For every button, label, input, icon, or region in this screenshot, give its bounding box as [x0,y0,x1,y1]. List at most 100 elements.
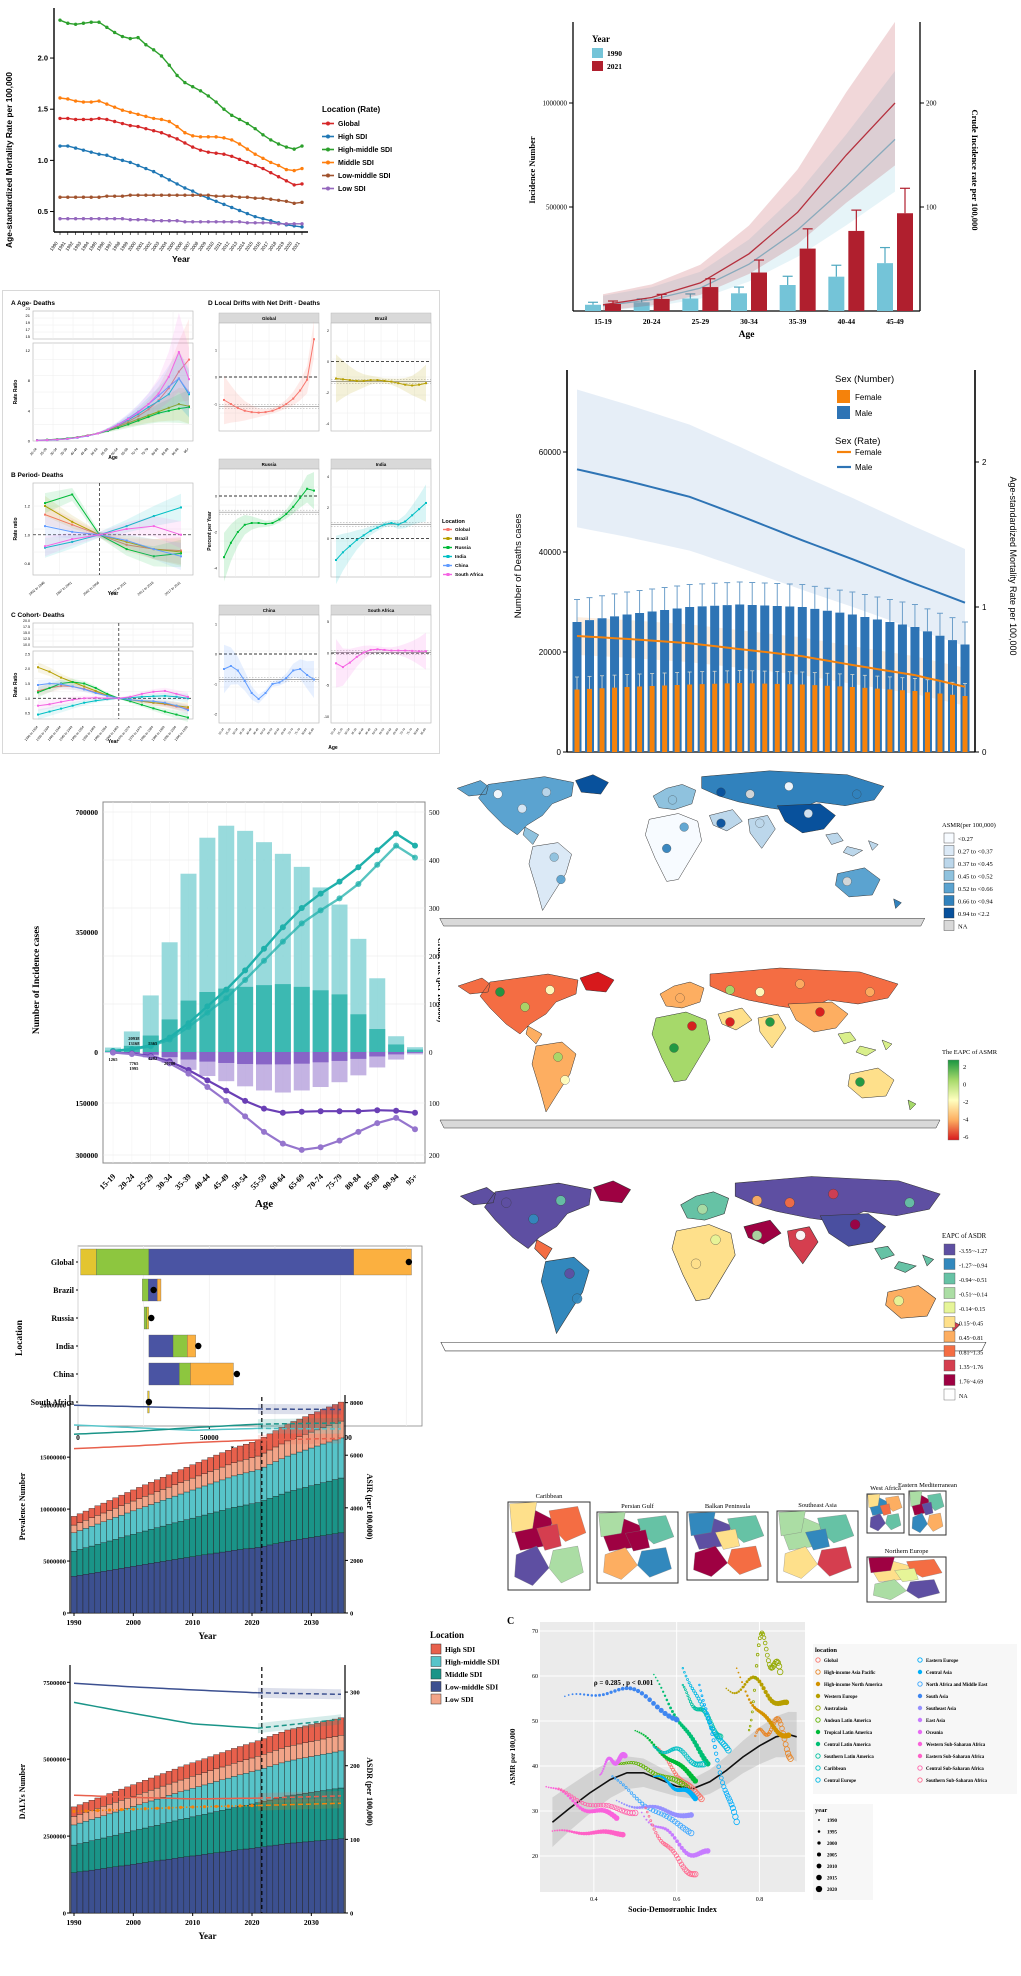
svg-text:1992 to 1996: 1992 to 1996 [28,581,46,597]
svg-text:60-64: 60-64 [268,1172,288,1192]
svg-text:2020: 2020 [245,1618,260,1627]
svg-text:Age: Age [108,455,118,461]
svg-text:Rate Ratio: Rate Ratio [13,380,19,405]
svg-text:Year: Year [172,254,191,264]
svg-text:15000000: 15000000 [40,1455,66,1462]
svg-text:Number of Incidence cases: Number of Incidence cases [32,926,42,1035]
svg-text:0.5: 0.5 [25,712,30,716]
svg-text:South Africa: South Africa [368,608,395,613]
svg-text:8000: 8000 [350,1400,363,1407]
svg-text:Crude Incidence rate per 100,0: Crude Incidence rate per 100,000 [970,110,980,231]
svg-text:2010: 2010 [205,240,215,252]
svg-text:60-64: 60-64 [273,727,281,736]
svg-text:Southeast Asia: Southeast Asia [798,1502,837,1509]
svg-text:1990: 1990 [827,1819,838,1824]
svg-text:Global: Global [824,1659,839,1664]
svg-text:95+: 95+ [183,447,190,454]
svg-text:Female: Female [855,448,882,457]
svg-text:Global: Global [455,527,470,533]
svg-text:12: 12 [26,348,31,353]
svg-text:China: China [263,608,276,613]
svg-text:-10: -10 [324,715,329,719]
svg-text:13168: 13168 [128,1041,140,1046]
svg-text:Australasia: Australasia [824,1707,848,1712]
incidence-pyramid-chart: 700000 350000 0 150000 300000 500 400 300 200 100… [25,770,445,1232]
svg-text:B Period- Deaths: B Period- Deaths [11,472,64,479]
svg-text:Northern Europe: Northern Europe [885,1548,929,1555]
svg-text:Russia: Russia [51,1314,74,1323]
svg-text:40-44: 40-44 [70,447,79,456]
svg-text:50-54: 50-54 [230,1172,250,1192]
svg-text:350000: 350000 [76,928,99,937]
prevalence-projection-chart: 0 5000000 10000000 15000000 20000000 0 2000 400… [15,1385,430,1655]
svg-text:30-34: 30-34 [740,317,758,326]
svg-text:1.76~4.69: 1.76~4.69 [959,1380,983,1386]
svg-text:Low SDI: Low SDI [445,1695,474,1704]
svg-text:India: India [376,462,387,467]
svg-text:90-94: 90-94 [171,447,180,456]
svg-text:45-49: 45-49 [364,727,372,736]
svg-text:80-84: 80-84 [413,727,421,736]
svg-text:300: 300 [429,905,440,913]
svg-text:21: 21 [26,313,31,318]
svg-text:Year: Year [592,34,610,44]
svg-text:0.52 to <0.66: 0.52 to <0.66 [958,886,993,893]
p-map2-svg: The EAPC of ASMR 2 0 -2 -4 -6 [439,967,998,1141]
svg-text:-0.94~-0.51: -0.94~-0.51 [959,1278,987,1284]
svg-text:High SDI: High SDI [338,134,367,141]
dalys-projection-chart: 0 2500000 5000000 7500000 0 100 200 300 DALYs Nu… [15,1655,430,1955]
svg-text:0: 0 [76,1433,80,1442]
svg-text:30-34: 30-34 [154,1172,174,1192]
svg-text:2500000: 2500000 [43,1834,66,1841]
svg-text:4: 4 [28,408,31,413]
svg-text:Sex (Rate): Sex (Rate) [835,436,880,447]
svg-text:Year: Year [199,1631,217,1641]
svg-text:-4: -4 [214,567,217,571]
svg-text:Year: Year [108,591,119,597]
svg-text:0: 0 [963,1082,966,1089]
svg-text:Age-standardized Mortality Rat: Age-standardized Mortality Rate per 100,… [4,72,14,248]
svg-text:ASMR(per 100,000): ASMR(per 100,000) [942,822,996,829]
svg-text:100: 100 [350,1837,360,1844]
svg-text:India: India [455,554,467,560]
svg-text:2030: 2030 [304,1918,319,1927]
svg-text:10000000: 10000000 [40,1507,66,1514]
svg-text:25-29: 25-29 [224,727,232,736]
sdi-location-legend: Location High SDI High-middle SDI Middle SD… [428,1628,513,1708]
svg-text:45-49: 45-49 [252,727,260,736]
svg-text:Persian Gulf: Persian Gulf [621,1503,655,1510]
svg-text:2006: 2006 [174,240,184,252]
svg-text:-0.14~0.15: -0.14~0.15 [959,1307,985,1313]
svg-text:Incidence Number: Incidence Number [527,136,537,204]
svg-text:0.66 to <0.94: 0.66 to <0.94 [958,899,993,906]
svg-text:2009: 2009 [197,240,207,252]
svg-text:23: 23 [26,306,31,311]
svg-text:65-69: 65-69 [280,727,288,736]
svg-text:65-69: 65-69 [287,1172,307,1192]
svg-text:2.0: 2.0 [38,54,48,63]
svg-text:5000000: 5000000 [43,1559,66,1566]
svg-text:Low-middle SDI: Low-middle SDI [338,173,391,180]
map-eapc-asdr: EAPC of ASDR -3.55~-1.27 -1.27~-0.94 -0.94~… [430,1170,1021,1465]
svg-text:0: 0 [215,653,217,657]
svg-text:Andean Latin America: Andean Latin America [824,1719,872,1724]
svg-text:India: India [56,1342,74,1351]
svg-text:Global: Global [262,316,276,321]
svg-text:location: location [815,1647,837,1654]
svg-text:100: 100 [926,204,937,212]
svg-text:Socio-Demographic Index: Socio-Demographic Index [628,1905,717,1912]
svg-text:1999: 1999 [119,240,129,252]
svg-text:0: 0 [215,495,217,499]
svg-text:ASIR (per 100,000): ASIR (per 100,000) [365,1474,374,1540]
svg-text:2008: 2008 [189,240,199,252]
svg-text:150000: 150000 [76,1099,99,1108]
svg-text:2001: 2001 [135,240,145,252]
svg-text:2015: 2015 [244,240,254,252]
svg-text:200: 200 [350,1763,360,1770]
svg-text:Middle SDI: Middle SDI [445,1670,482,1679]
svg-text:-5: -5 [326,683,329,687]
svg-text:0.8: 0.8 [24,561,30,566]
svg-text:80-84: 80-84 [151,447,160,456]
svg-text:0.27 to <0.37: 0.27 to <0.37 [958,849,993,856]
svg-text:0: 0 [215,376,217,380]
